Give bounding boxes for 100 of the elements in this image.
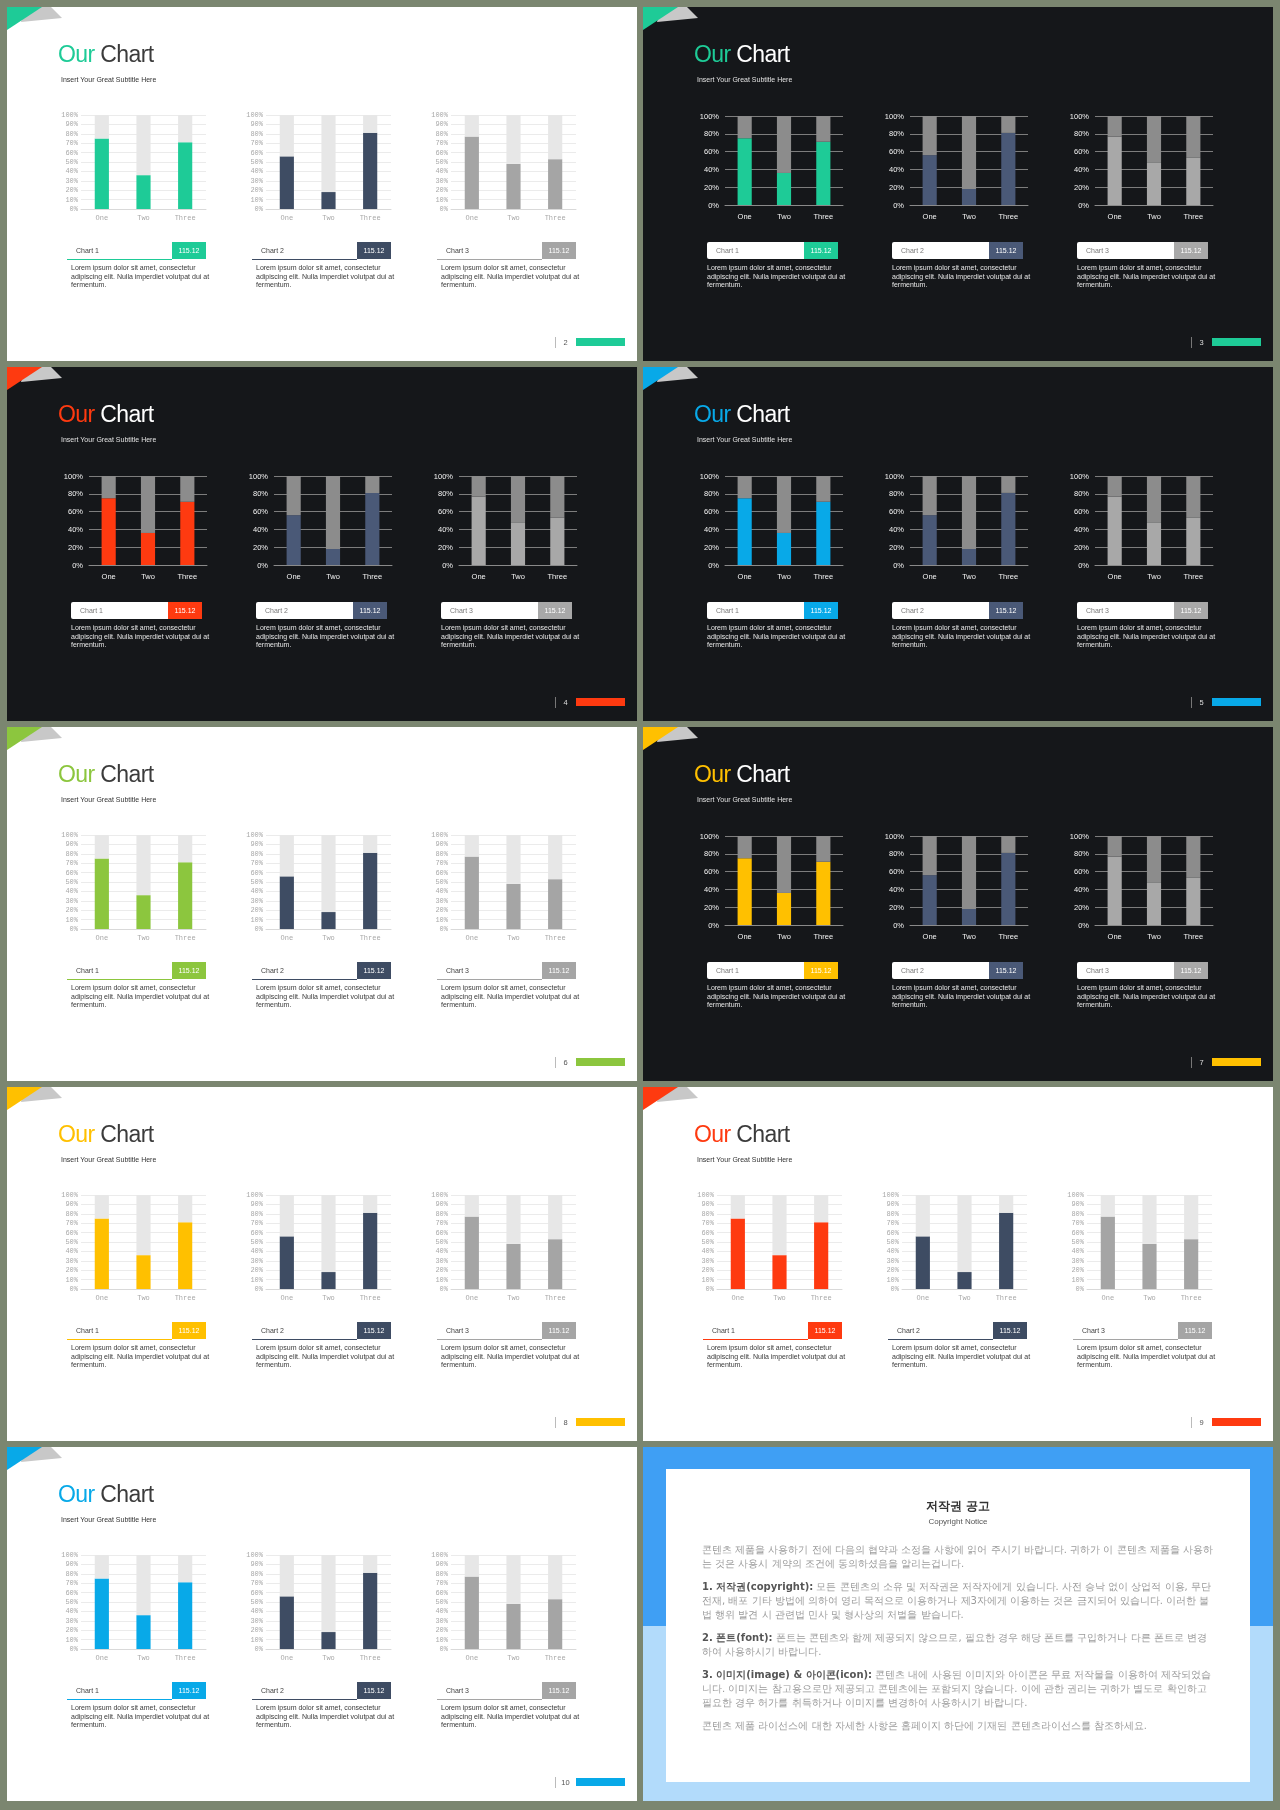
bar	[737, 116, 752, 139]
bar	[178, 142, 193, 209]
bar	[550, 517, 565, 565]
bar	[140, 476, 156, 533]
bar	[101, 476, 116, 499]
bar	[286, 476, 301, 516]
bar	[1001, 116, 1016, 133]
bar	[776, 892, 792, 925]
bar	[510, 476, 526, 523]
bar	[776, 476, 792, 533]
chart-title: Our Chart	[694, 761, 790, 787]
chart-title: Our Chart	[694, 1121, 790, 1147]
bar	[363, 852, 378, 929]
bar	[506, 163, 521, 209]
bar	[178, 1222, 193, 1289]
bar	[464, 136, 479, 209]
bar	[136, 895, 151, 929]
bar	[816, 501, 831, 565]
bar	[279, 156, 294, 209]
bar	[1001, 836, 1016, 853]
bar	[730, 1218, 745, 1289]
bar	[961, 188, 977, 205]
bar	[1142, 1243, 1157, 1289]
bar	[1001, 476, 1016, 493]
bar	[1186, 476, 1201, 518]
bar	[816, 476, 831, 502]
chart-title: Our Chart	[694, 401, 790, 427]
chart-title: Our Chart	[58, 41, 154, 67]
chart-title: Our Chart	[58, 1121, 154, 1147]
bar	[1146, 162, 1162, 205]
bar	[548, 1599, 563, 1649]
bar	[286, 515, 301, 565]
bar	[464, 1576, 479, 1649]
bar	[363, 132, 378, 209]
bar	[1107, 496, 1122, 565]
bar	[136, 1255, 151, 1289]
bar	[506, 1603, 521, 1649]
bar	[180, 501, 195, 565]
bar	[1107, 836, 1122, 857]
bar	[321, 912, 336, 929]
bar	[776, 116, 792, 173]
chart-title: Our Chart	[58, 761, 154, 787]
bar	[279, 1236, 294, 1289]
bar	[1146, 116, 1162, 163]
bar	[1186, 517, 1201, 565]
text: 2. 폰트(font): 폰트는 콘텐츠와 함께 제공되지 않으므로, 필요한 경우 해당 폰트를 구입하거나 다른 폰트로 변경하여 사용하시기 바랍니다.	[702, 1631, 1208, 1659]
bar	[279, 876, 294, 929]
bar	[922, 476, 937, 516]
bar	[922, 155, 937, 205]
text: 1. 저작권(copyright): 모든 콘텐츠의 소유 및 저작권은 저작자에게 있습니다. 사전 승낙 없이 상업적 이용, 무단전재, 배포 기타 방법에 의하여 영리 목적으로 이용하거나 제3자에게 이용하는 것은 금지되어 있습니다. 이러한 불법 행위 발견 시 관련법 민사 및 형사상의 처벌을 받습니다.	[702, 1580, 1212, 1622]
bar	[772, 1255, 787, 1289]
bar	[961, 836, 977, 909]
bar	[94, 1578, 109, 1649]
bar	[816, 141, 831, 205]
bar	[737, 858, 752, 925]
bar	[550, 476, 565, 518]
bar	[816, 836, 831, 862]
bar	[1001, 132, 1016, 205]
bar	[915, 1236, 930, 1289]
bar	[548, 1239, 563, 1289]
bar	[814, 1222, 829, 1289]
bar	[961, 476, 977, 549]
bar	[957, 1272, 972, 1289]
bar	[1146, 476, 1162, 523]
bar	[961, 908, 977, 925]
bar	[325, 476, 341, 549]
bar	[816, 861, 831, 925]
bar	[94, 138, 109, 209]
bar	[548, 879, 563, 929]
bar	[471, 476, 486, 497]
bar	[464, 1216, 479, 1289]
bar	[548, 159, 563, 209]
chart-title: Our Chart	[58, 1481, 154, 1507]
bar	[999, 1212, 1014, 1289]
bar	[1001, 852, 1016, 925]
bar	[1186, 836, 1201, 878]
bar	[94, 1218, 109, 1289]
bar	[363, 1212, 378, 1289]
bar	[961, 116, 977, 189]
bar	[136, 1615, 151, 1649]
bar	[178, 1582, 193, 1649]
bar	[321, 1272, 336, 1289]
bar	[365, 476, 380, 493]
bar	[1001, 492, 1016, 565]
bar	[816, 116, 831, 142]
bar	[776, 532, 792, 565]
bar	[737, 138, 752, 205]
bar	[922, 875, 937, 925]
bar	[506, 1243, 521, 1289]
text: 3. 이미지(image) & 아이콘(icon): 콘텐츠 내에 사용된 이미지와 아이콘은 무료 저작물을 이용하여 제작되었습니다. 이미지는 참고용으로만 제공되고 콘텐츠에는 포함되지 않습니다. 이에 관한 권리는 귀하가 별도로 확인하고 필요한 경우 허가를 취득하거나 이미지를 변경하여 사용하시기 바랍니다.	[702, 1668, 1212, 1710]
text: 저작권 공고	[924, 1498, 992, 1514]
bar	[737, 836, 752, 859]
bar	[922, 116, 937, 156]
bar	[737, 476, 752, 499]
bar	[922, 515, 937, 565]
bar	[961, 548, 977, 565]
bar	[510, 522, 526, 565]
bar	[1100, 1216, 1115, 1289]
bar	[1186, 877, 1201, 925]
bar	[1107, 116, 1122, 137]
